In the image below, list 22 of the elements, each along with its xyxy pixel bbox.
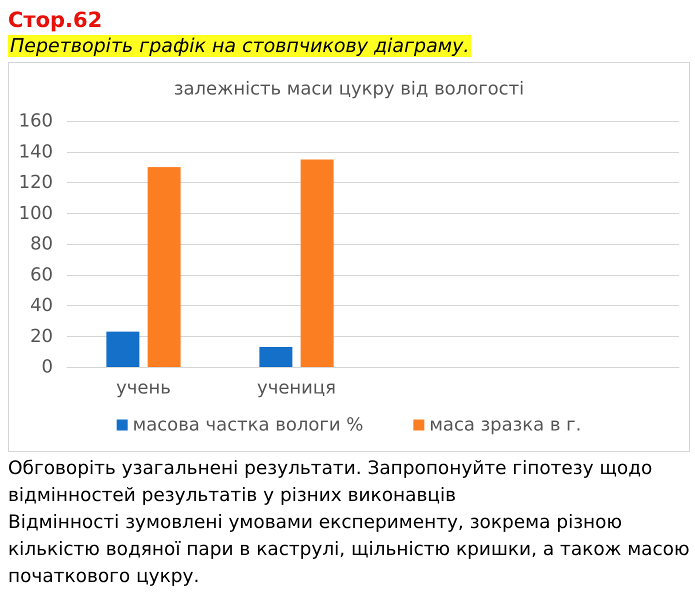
y-tick-label: 40 <box>30 295 53 316</box>
bar <box>106 332 140 367</box>
text: Відмінності зумовлені умовами експерименту, зокрема різною кількістю водяної пари в каструлі, щільністю кришки, а також масою початкового цукру. <box>8 511 691 589</box>
y-tick-label: 160 <box>18 110 53 132</box>
text: Перетворіть графік на стовпчикову діаграму. <box>8 35 472 57</box>
legend-label: масова частка вологи % <box>132 414 364 436</box>
y-tick-label: 20 <box>30 326 53 347</box>
y-tick-label: 0 <box>42 356 53 378</box>
chart-title: залежність маси цукру від вологості <box>174 78 524 100</box>
y-tick-label: 80 <box>30 234 53 254</box>
y-tick-label: 120 <box>18 172 53 193</box>
x-tick-label: учень <box>116 378 171 398</box>
y-tick-label: 100 <box>18 202 53 224</box>
y-tick-label: 140 <box>18 141 53 162</box>
bar <box>300 159 334 367</box>
x-tick-label: учениця <box>257 378 336 398</box>
text: Обговоріть узагальнені результати. Запропонуйте гіпотезу щодо відмінностей результатів у різних виконавців <box>8 457 654 508</box>
legend-label: маса зразка в г. <box>429 414 582 436</box>
text: Стор.62 <box>8 8 102 32</box>
y-tick-label: 60 <box>30 264 53 286</box>
bar <box>259 347 292 367</box>
bar <box>148 167 181 367</box>
